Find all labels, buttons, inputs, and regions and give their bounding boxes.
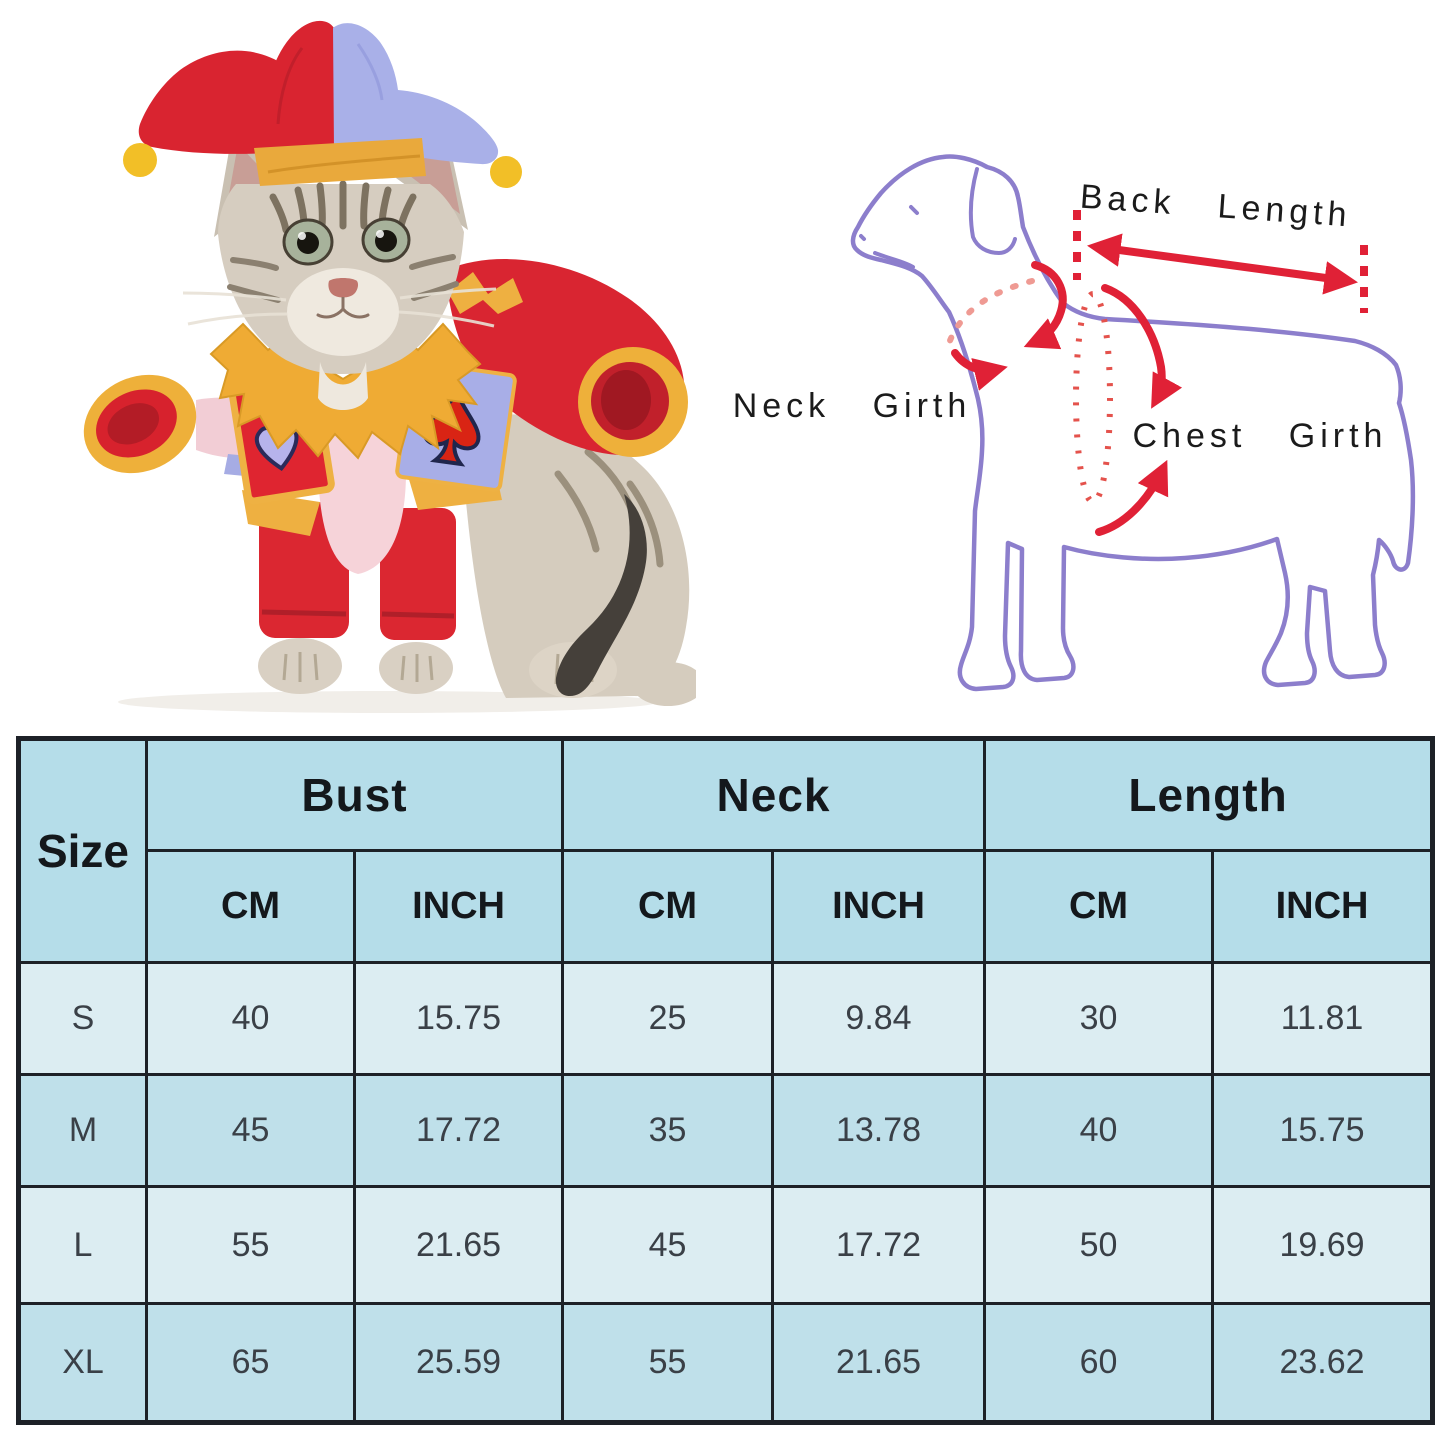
- back-length-label: Back Length: [1079, 178, 1353, 235]
- table-row-xl: XL 65 25.59 55 21.65 60 23.62: [17, 1302, 1435, 1424]
- cat-right-eye: [361, 217, 411, 263]
- front-paws: [258, 638, 453, 694]
- group-header-bust: Bust: [144, 737, 565, 852]
- value-cell: 45: [561, 1185, 775, 1305]
- group-header-neck: Neck: [561, 737, 987, 852]
- value-cell: 15.75: [1211, 1073, 1435, 1188]
- value-cell: 19.69: [1211, 1185, 1435, 1305]
- value-cell: 55: [561, 1302, 775, 1424]
- hat-pom-left: [123, 143, 157, 177]
- product-photo-cat-in-jester-costume: [83, 20, 696, 713]
- size-cell: L: [17, 1185, 148, 1305]
- table-row-m: M 45 17.72 35 13.78 40 15.75: [17, 1073, 1435, 1188]
- value-cell: 9.84: [771, 961, 987, 1076]
- value-cell: 60: [983, 1302, 1215, 1424]
- hat-center-red: [261, 20, 335, 158]
- value-cell: 25: [561, 961, 775, 1076]
- cat-left-eye: [282, 218, 334, 266]
- value-cell: 23.62: [1211, 1302, 1435, 1424]
- value-cell: 17.72: [771, 1185, 987, 1305]
- hat-right-horn: [333, 23, 499, 165]
- back-length-arrow: [1087, 233, 1358, 295]
- dog-detail-lines: [859, 167, 1017, 269]
- value-cell: 30: [983, 961, 1215, 1076]
- size-cell: S: [17, 961, 148, 1076]
- table-row-l: L 55 21.65 45 17.72 50 19.69: [17, 1185, 1435, 1305]
- chest-girth-arrows: [1095, 284, 1183, 536]
- hat-pom-right: [490, 156, 522, 188]
- value-cell: 55: [145, 1185, 356, 1305]
- unit-header-length-inch: INCH: [1211, 849, 1435, 964]
- value-cell: 40: [145, 961, 356, 1076]
- chest-girth-ellipse: [1073, 291, 1113, 505]
- size-chart-table: Size Bust Neck Length CM INCH CM INCH CM…: [16, 736, 1436, 1425]
- unit-header-bust-inch: INCH: [352, 849, 565, 964]
- value-cell: 15.75: [352, 961, 565, 1076]
- value-cell: 35: [561, 1073, 775, 1188]
- size-cell: XL: [17, 1302, 148, 1424]
- table-row-s: S 40 15.75 25 9.84 30 11.81: [17, 961, 1435, 1076]
- value-cell: 50: [983, 1185, 1215, 1305]
- cat-nose-mouth: [316, 278, 370, 319]
- size-cell: M: [17, 1073, 148, 1188]
- hat-left-horn: [138, 50, 286, 154]
- neck-dotted-line: [946, 278, 1035, 346]
- dog-measurement-diagram: Back Length Neck Girth Chest Girth: [733, 154, 1416, 692]
- value-cell: 21.65: [352, 1185, 565, 1305]
- unit-header-neck-cm: CM: [561, 849, 775, 964]
- size-column-header: Size: [17, 737, 148, 964]
- neck-girth-label: Neck Girth: [733, 387, 972, 425]
- unit-header-length-cm: CM: [983, 849, 1215, 964]
- value-cell: 45: [145, 1073, 356, 1188]
- value-cell: 13.78: [771, 1073, 987, 1188]
- unit-header-bust-cm: CM: [145, 849, 356, 964]
- cat-tail: [555, 494, 647, 696]
- value-cell: 11.81: [1211, 961, 1435, 1076]
- value-cell: 40: [983, 1073, 1215, 1188]
- unit-header-neck-inch: INCH: [771, 849, 987, 964]
- value-cell: 21.65: [771, 1302, 987, 1424]
- costume-trousers: [259, 502, 456, 640]
- value-cell: 65: [145, 1302, 356, 1424]
- chest-girth-label: Chest Girth: [1133, 417, 1388, 455]
- value-cell: 17.72: [352, 1073, 565, 1188]
- jester-hat: [123, 20, 522, 188]
- cat-head: [182, 110, 497, 410]
- whiskers: [182, 287, 497, 328]
- hero-images-section: Back Length Neck Girth Chest Girth: [83, 20, 1416, 713]
- neck-girth-arrows: [951, 261, 1067, 391]
- group-header-length: Length: [983, 737, 1435, 852]
- value-cell: 25.59: [352, 1302, 565, 1424]
